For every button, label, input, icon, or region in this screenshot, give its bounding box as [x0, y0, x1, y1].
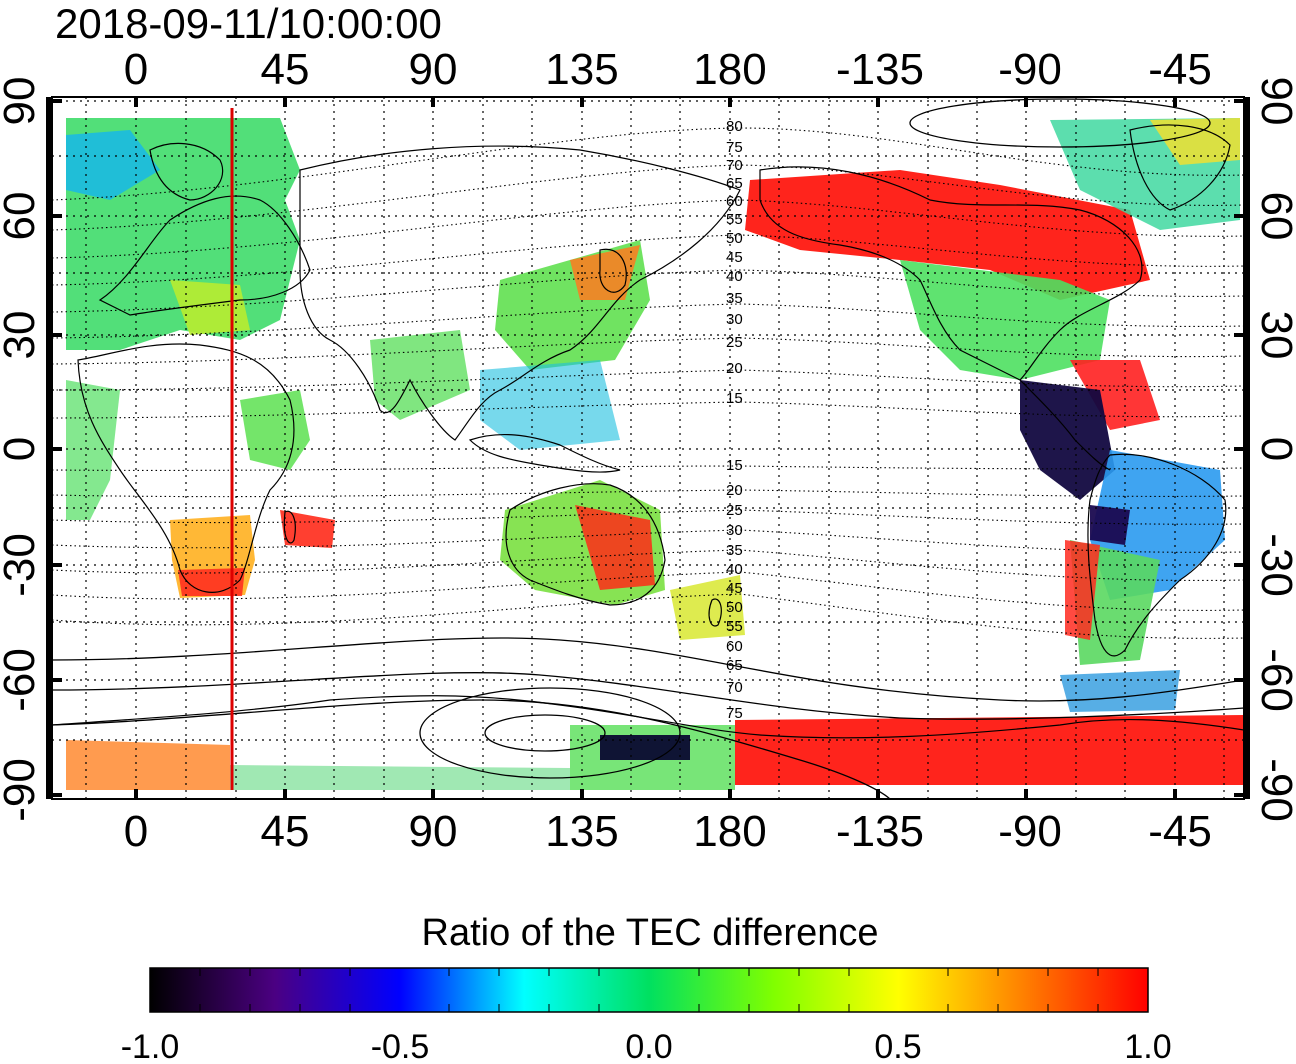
- tec-patch-ca-dark: [1020, 380, 1115, 500]
- lon-tick-bottom: -90: [998, 807, 1062, 856]
- contour-label: 50: [726, 599, 743, 616]
- lat-tick-right: -90: [1252, 758, 1296, 822]
- colorbar-title: Ratio of the TEC difference: [422, 912, 879, 954]
- lon-tick-bottom: 0: [124, 807, 148, 856]
- colorbar: Ratio of the TEC difference -1.0 -0.5 0.…: [121, 912, 1172, 1064]
- lat-tick-right: -60: [1252, 648, 1296, 712]
- contour-label: 15: [726, 390, 743, 407]
- contour-label: 70: [726, 157, 743, 174]
- contour-label: 70: [726, 679, 743, 696]
- lat-tick-right: 60: [1252, 192, 1296, 241]
- contour-label: 65: [726, 175, 743, 192]
- tec-patch-antarctic-west: [66, 740, 230, 790]
- lat-axis-right: 90 60 30 0 -30 -60 -90: [1252, 77, 1296, 822]
- lat-tick-left: -30: [0, 533, 44, 597]
- tec-patch-antarctic-mid: [230, 765, 570, 790]
- frame-ticks: [52, 97, 1244, 799]
- lon-tick-top: -135: [836, 45, 924, 94]
- colorbar-tick-label: 0.0: [625, 1028, 672, 1064]
- tec-patch-sa-south: [1060, 670, 1180, 712]
- contour-label: 30: [726, 311, 743, 328]
- lon-tick-bottom: 180: [693, 807, 766, 856]
- contour-label: 60: [726, 193, 743, 210]
- lat-tick-left: -60: [0, 648, 44, 712]
- lat-axis-left: 90 60 30 0 -30 -60 -90: [0, 77, 44, 822]
- lon-tick-top: 45: [261, 45, 310, 94]
- colorbar-ticks: -1.0 -0.5 0.0 0.5 1.0: [121, 1028, 1172, 1064]
- map-border-thick-left: [46, 97, 52, 799]
- lon-axis-bottom: 0 45 90 135 180 -135 -90 -45: [124, 807, 1212, 856]
- contour-label: 75: [726, 705, 743, 722]
- contour-labels-north: 80 75 70 65 60 55 50 45 40 35 30 25 20 1…: [726, 118, 743, 407]
- contour-label: 30: [726, 522, 743, 539]
- magnetic-contours: [52, 127, 1244, 639]
- contour-label: 65: [726, 657, 743, 674]
- contour-label: 20: [726, 360, 743, 377]
- colorbar-tick-label: -0.5: [371, 1028, 430, 1064]
- tec-patch-africa-green: [66, 380, 120, 520]
- contour-label: 40: [726, 268, 743, 285]
- graticule: [52, 97, 1244, 799]
- lat-tick-left: 30: [0, 311, 44, 360]
- lat-tick-right: 30: [1252, 311, 1296, 360]
- colorbar-tick-label: -1.0: [121, 1028, 180, 1064]
- contour-label: 45: [726, 249, 743, 266]
- contour-label: 25: [726, 334, 743, 351]
- lon-tick-bottom: 135: [545, 807, 618, 856]
- lon-tick-top: 180: [693, 45, 766, 94]
- colorbar-tick-label: 0.5: [874, 1028, 921, 1064]
- colorbar-minor-ticks: [199, 968, 1099, 1012]
- lon-tick-top: 90: [409, 45, 458, 94]
- tec-patch-ca-red: [1070, 360, 1160, 430]
- tec-patch-europe-yellow: [170, 280, 250, 335]
- tec-patch-sa-dark: [1090, 505, 1130, 545]
- colorbar-tick-label: 1.0: [1124, 1028, 1171, 1064]
- tec-patch-sea: [480, 360, 620, 450]
- contour-label: 45: [726, 580, 743, 597]
- contour-label: 40: [726, 561, 743, 578]
- lon-tick-bottom: -45: [1148, 807, 1212, 856]
- map-panel: 80 75 70 65 60 55 50 45 40 35 30 25 20 1…: [46, 96, 1250, 800]
- contour-label: 15: [726, 457, 743, 474]
- lon-tick-top: 135: [545, 45, 618, 94]
- lon-tick-top: -45: [1148, 45, 1212, 94]
- timestamp-title: 2018-09-11/10:00:00: [55, 0, 442, 47]
- lat-tick-left: 0: [0, 437, 44, 461]
- contour-label: 60: [726, 638, 743, 655]
- lat-tick-right: 90: [1252, 77, 1296, 126]
- contour-label: 75: [726, 139, 743, 156]
- colorbar-gradient: [149, 967, 1149, 1013]
- coastlines: [52, 124, 1244, 739]
- lat-tick-left: 90: [0, 77, 44, 126]
- lon-tick-top: 0: [124, 45, 148, 94]
- lat-tick-right: -30: [1252, 533, 1296, 597]
- lon-tick-bottom: -135: [836, 807, 924, 856]
- lon-tick-bottom: 45: [261, 807, 310, 856]
- contour-label: 55: [726, 211, 743, 228]
- lat-tick-left: -90: [0, 758, 44, 822]
- tec-patch-australia-red: [575, 505, 655, 590]
- lon-tick-bottom: 90: [409, 807, 458, 856]
- tec-patch-na-red: [745, 170, 1150, 300]
- map-border-thick-right: [1244, 97, 1250, 799]
- lon-axis-top: 0 45 90 135 180 -135 -90 -45: [124, 45, 1212, 94]
- tec-patch-antarctic-dark: [600, 735, 690, 760]
- tec-patch-na-north-yellow: [1150, 118, 1240, 165]
- contour-label: 35: [726, 542, 743, 559]
- contour-label: 80: [726, 118, 743, 135]
- contour-label: 25: [726, 502, 743, 519]
- tec-patch-nz: [670, 575, 745, 640]
- lon-tick-top: -90: [998, 45, 1062, 94]
- magnetic-contours-solid: [52, 98, 1244, 799]
- contour-label: 35: [726, 290, 743, 307]
- lat-tick-right: 0: [1252, 437, 1296, 461]
- contour-labels-south: 15 20 25 30 35 40 45 50 55 60 65 70 75: [726, 457, 743, 722]
- contour-label: 20: [726, 482, 743, 499]
- contour-label: 55: [726, 618, 743, 635]
- lat-tick-left: 60: [0, 192, 44, 241]
- contour-label: 50: [726, 230, 743, 247]
- tec-patch-antarctic-red: [735, 715, 1244, 785]
- tec-patch-sa-red: [1065, 540, 1100, 640]
